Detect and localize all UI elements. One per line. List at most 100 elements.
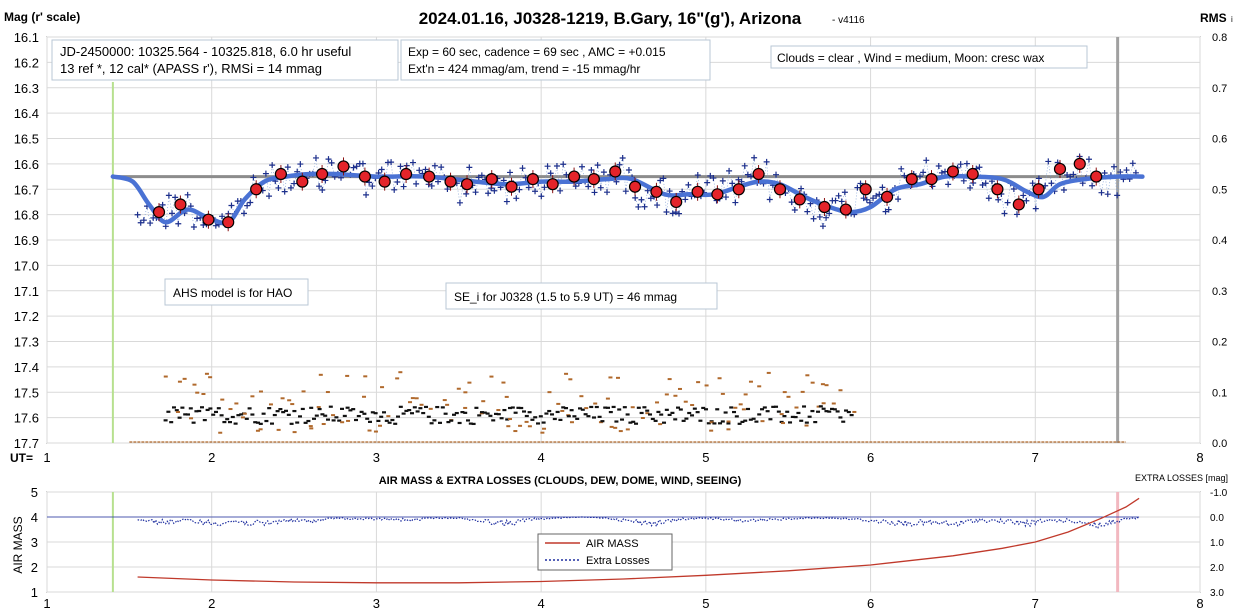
rms-point xyxy=(639,411,644,415)
rms-point xyxy=(776,410,781,413)
binned-point xyxy=(818,200,831,214)
binned-point xyxy=(274,167,287,181)
raw-point xyxy=(647,195,654,202)
rms-point xyxy=(362,412,367,415)
binned-point xyxy=(711,188,724,201)
main-y2-tick-label: 0.8 xyxy=(1212,32,1227,44)
raw-point xyxy=(732,199,739,206)
raw-point xyxy=(359,160,366,167)
binned-point xyxy=(222,216,235,229)
rms-loss-point xyxy=(228,408,233,411)
rms-point xyxy=(757,413,762,416)
raw-point xyxy=(1114,192,1121,199)
rms-point xyxy=(202,418,207,422)
rms-point xyxy=(589,405,594,409)
rms-point xyxy=(796,411,801,415)
raw-point xyxy=(804,208,811,215)
rms-point xyxy=(446,420,451,424)
rms-point xyxy=(216,407,221,410)
rms-point xyxy=(566,415,571,418)
rms-point xyxy=(474,406,479,409)
rms-point xyxy=(510,406,515,409)
raw-point xyxy=(466,164,473,171)
raw-point xyxy=(513,195,520,202)
airmass-y-tick-label: 5 xyxy=(31,485,38,500)
rms-point xyxy=(673,418,678,421)
rms-loss-point xyxy=(760,420,765,423)
rms-loss-point xyxy=(316,406,321,409)
rms-point xyxy=(415,410,420,413)
rms-point xyxy=(382,411,387,414)
rms-point xyxy=(664,408,669,411)
rms-point xyxy=(379,415,384,418)
rms-loss-point xyxy=(301,390,306,393)
y2-axis-label: RMS xyxy=(1200,11,1227,25)
rms-point xyxy=(793,415,798,419)
rms-loss-point xyxy=(786,395,791,398)
binned-point xyxy=(152,205,166,219)
rms-point xyxy=(255,421,260,424)
rms-point xyxy=(272,413,277,417)
main-y-tick-label: 17.1 xyxy=(14,284,39,299)
rms-point xyxy=(309,406,314,409)
main-x-tick-label: 2 xyxy=(208,450,215,465)
raw-point xyxy=(478,172,485,179)
rms-point xyxy=(171,406,176,409)
main-y-tick-label: 17.3 xyxy=(14,335,39,350)
raw-point xyxy=(604,189,611,196)
binned-point xyxy=(444,175,457,188)
rms-loss-point xyxy=(414,397,419,400)
rms-loss-point xyxy=(547,391,552,394)
rms-point xyxy=(482,411,487,414)
rms-point xyxy=(667,413,672,417)
rms-point xyxy=(278,408,283,411)
rms-point xyxy=(460,411,465,414)
rms-loss-point xyxy=(508,418,513,421)
raw-point xyxy=(788,199,795,206)
rms-point xyxy=(505,418,510,421)
rms-loss-point xyxy=(781,422,786,425)
rms-point xyxy=(261,412,266,415)
rms-point xyxy=(219,414,224,417)
airmass-y2-tick-label: 0.0 xyxy=(1210,513,1224,524)
rms-loss-point xyxy=(709,421,714,424)
raw-point xyxy=(1004,199,1011,206)
clouds-box xyxy=(770,45,1088,69)
raw-point xyxy=(275,184,282,191)
raw-point xyxy=(870,195,877,202)
rms-point xyxy=(821,407,826,410)
raw-point xyxy=(685,181,692,188)
rms-point xyxy=(765,410,770,413)
rms-point xyxy=(603,406,608,409)
raw-point xyxy=(873,192,880,199)
airmass-y-tick-label: 3 xyxy=(31,535,38,550)
rms-loss-point xyxy=(501,381,506,384)
y-axis-label: Mag (r' scale) xyxy=(4,10,80,24)
rms-point xyxy=(384,419,389,422)
rms-point xyxy=(849,413,854,417)
raw-point xyxy=(409,159,416,166)
main-x-tick-label: 1 xyxy=(43,450,50,465)
rms-loss-point xyxy=(645,412,650,415)
rms-point xyxy=(583,413,588,416)
raw-point xyxy=(585,183,592,190)
rms-point xyxy=(429,422,434,425)
rms-loss-point xyxy=(527,425,532,428)
raw-point xyxy=(284,164,291,171)
rms-point xyxy=(393,422,398,425)
rms-point xyxy=(390,418,395,422)
rms-point xyxy=(614,420,619,423)
rms-loss-point xyxy=(630,406,635,409)
rms-point xyxy=(678,408,683,411)
x-axis-label: UT= xyxy=(10,451,33,465)
rms-loss-point xyxy=(189,417,194,420)
raw-point xyxy=(657,177,664,184)
rms-point xyxy=(258,422,263,425)
rms-point xyxy=(608,410,613,414)
raw-point xyxy=(316,183,323,190)
raw-point xyxy=(428,182,435,189)
rms-loss-point xyxy=(810,381,815,384)
raw-point xyxy=(660,175,667,182)
rms-point xyxy=(480,411,485,414)
rms-loss-point xyxy=(506,425,511,428)
